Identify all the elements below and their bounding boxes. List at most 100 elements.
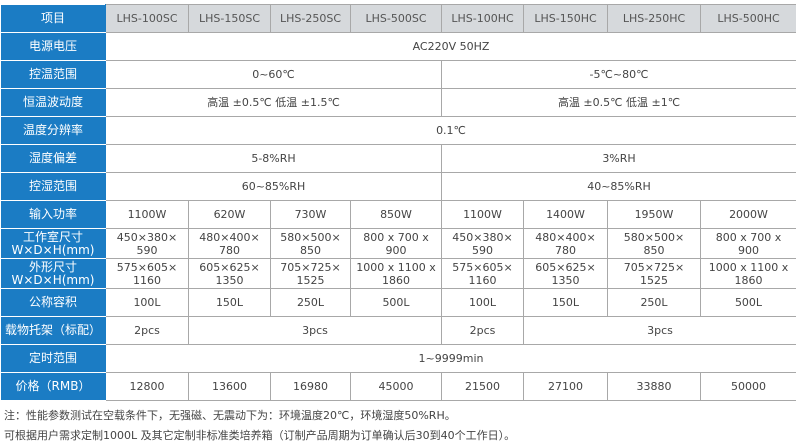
cell-line: 1860 [382,274,410,287]
cell-line: 900 [386,244,407,257]
cell: 0~60℃ [106,61,442,89]
cell: 3pcs [189,317,442,345]
cell: 16980 [271,373,351,401]
cell-line: 1000 x 1100 x [709,261,789,274]
cell-line: 1525 [297,274,325,287]
cell: 705×725×1525 [608,259,701,289]
cell: 100L [106,289,189,317]
cell: 705×725×1525 [271,259,351,289]
notes: 注：性能参数测试在空载条件下，无强磁、无震动下为：环境温度20℃，环境湿度50%… [4,406,515,446]
label-line: W×D×H(mm) [12,243,95,257]
label-line: 外形尺寸 [29,260,77,274]
row-label: 电源电压 [1,33,106,61]
label-line: 工作室尺寸 [23,230,83,244]
cell: -5℃~80℃ [442,61,796,89]
cell: 250L [271,289,351,317]
label-line: W×D×H(mm) [12,273,95,287]
cell: 250L [608,289,701,317]
cell: 500L [351,289,442,317]
cell: 150L [189,289,271,317]
cell-line: 480×400× [199,231,259,244]
cell: 高温 ±0.5℃ 低温 ±1.5℃ [106,89,442,117]
row-label: 公称容积 [1,289,106,317]
cell-line: 780 [219,244,240,257]
cell-line: 575×605× [117,261,177,274]
cell: 450×380×590 [106,229,189,259]
cell: 730W [271,201,351,229]
model-header: LHS-100HC [442,5,524,33]
cell-line: 1350 [552,274,580,287]
cell: 1100W [442,201,524,229]
row-label: 恒温波动度 [1,89,106,117]
cell-line: 1860 [735,274,763,287]
cell-line: 705×725× [280,261,340,274]
cell: 13600 [189,373,271,401]
cell-line: 580×500× [624,231,684,244]
cell: 0.1℃ [106,117,796,145]
cell-line: 1350 [216,274,244,287]
cell-line: 1525 [640,274,668,287]
model-header: LHS-150SC [189,5,271,33]
row-label: 温度分辨率 [1,117,106,145]
row-label: 湿度偏差 [1,145,106,173]
note-line: 注：性能参数测试在空载条件下，无强磁、无震动下为：环境温度20℃，环境湿度50%… [4,406,515,426]
row-label: 控湿范围 [1,173,106,201]
cell-line: 1160 [133,274,161,287]
cell-line: 780 [555,244,576,257]
model-header: LHS-250HC [608,5,701,33]
cell-line: 800 x 700 x [716,231,782,244]
cell: 45000 [351,373,442,401]
cell-line: 590 [137,244,158,257]
cell: 605×625×1350 [189,259,271,289]
cell: 580×500×850 [271,229,351,259]
cell-line: 800 x 700 x [363,231,429,244]
row-label: 价格（RMB） [1,373,106,401]
model-header: LHS-500SC [351,5,442,33]
cell: 850W [351,201,442,229]
model-header: LHS-100SC [106,5,189,33]
row-label: 输入功率 [1,201,106,229]
cell: 2pcs [106,317,189,345]
cell: 480×400×780 [524,229,608,259]
cell: 575×605×1160 [442,259,524,289]
row-label: 定时范围 [1,345,106,373]
cell-line: 575×605× [452,261,512,274]
cell: 2000W [701,201,796,229]
cell: 150L [524,289,608,317]
cell: 高温 ±0.5℃ 低温 ±1℃ [442,89,796,117]
cell-line: 590 [472,244,493,257]
cell-line: 850 [300,244,321,257]
cell: 5-8%RH [106,145,442,173]
cell: AC220V 50HZ [106,33,796,61]
cell: 1100W [106,201,189,229]
cell-line: 580×500× [280,231,340,244]
model-header: LHS-500HC [701,5,796,33]
cell-line: 605×625× [199,261,259,274]
cell: 27100 [524,373,608,401]
cell-line: 1000 x 1100 x [356,261,436,274]
cell: 480×400×780 [189,229,271,259]
note-line: 可根据用户需求定制1000L 及其它定制非标准类培养箱（订制产品周期为订单确认后… [4,426,515,446]
cell-line: 450×380× [452,231,512,244]
cell: 100L [442,289,524,317]
cell: 21500 [442,373,524,401]
cell: 50000 [701,373,796,401]
cell: 450×380×590 [442,229,524,259]
cell: 500L [701,289,796,317]
